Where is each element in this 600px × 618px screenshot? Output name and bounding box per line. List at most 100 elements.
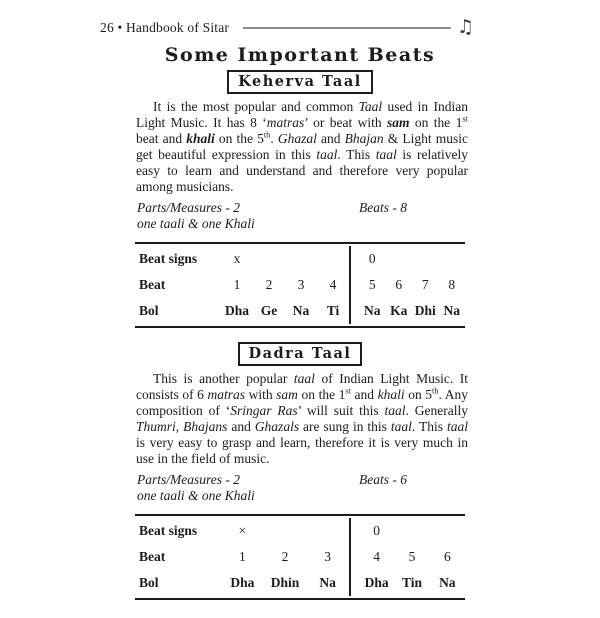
- row-label: Beat signs: [139, 523, 198, 538]
- text-segment: Sringar Ras: [230, 403, 298, 418]
- text-segment: taal: [293, 371, 315, 386]
- text-segment: is very easy to grasp and learn, therefo…: [136, 435, 468, 466]
- beat-table-dadra: Beat signs × 0 Beat 1 2 3 4 5 6 Bol Dha Dhin Na Dha Tin…: [135, 514, 465, 600]
- text-segment: taal: [390, 419, 412, 434]
- text-segment: It is the most popular and common: [153, 99, 359, 114]
- measures-note-keherva: one taali & one Khali: [137, 216, 255, 231]
- table-right-half: Na Ka Dhi Na: [351, 298, 465, 324]
- page-title: Some Important Beats: [164, 44, 436, 66]
- table-row: Beat signs × 0: [135, 518, 465, 544]
- text-segment: taal: [384, 403, 406, 418]
- section-heading-wrap: Keherva Taal: [0, 70, 600, 94]
- text-segment: taal: [447, 419, 469, 434]
- table-left-half: Dha Dhin Na: [221, 570, 351, 596]
- table-cell: Dha: [230, 575, 255, 590]
- section-heading-wrap: Dadra Taal: [0, 342, 600, 366]
- table-cell: Dha: [364, 575, 389, 590]
- table-left-half: 1 2 3 4: [221, 272, 351, 298]
- text-segment: th: [432, 386, 439, 396]
- paragraph-dadra: This is another popular taal of Indian L…: [136, 371, 468, 467]
- text-segment: st: [345, 386, 351, 396]
- text-segment: st: [462, 114, 468, 124]
- text-segment: sam: [276, 387, 298, 402]
- text-segment: beat and: [136, 131, 187, 146]
- table-cell: 1: [238, 549, 246, 564]
- text-segment: matras: [266, 115, 305, 130]
- text-segment: used in Indian Light Music. It has 8 ‘: [136, 99, 468, 130]
- table-cell: Na: [319, 575, 336, 590]
- table-cell: 4: [329, 277, 337, 292]
- beats-label: Beats - 6: [359, 472, 407, 487]
- table-cell: ×: [238, 523, 247, 538]
- table-row: Beat signs x 0: [135, 246, 465, 272]
- table-cell: 3: [297, 277, 305, 292]
- table-cell: Na: [443, 303, 461, 318]
- text-segment: taal: [375, 147, 397, 162]
- table-cell: x: [233, 251, 241, 266]
- text-segment: on the 1: [409, 115, 463, 130]
- table-cell: Tin: [401, 575, 422, 590]
- parts-measures-label: Parts/Measures - 2: [137, 200, 240, 215]
- text-segment: This is another popular: [153, 371, 294, 386]
- text-segment: on the 5: [214, 131, 264, 146]
- table-cell: 7: [421, 277, 429, 292]
- table-right-half: 0: [351, 246, 465, 272]
- row-label: Beat: [139, 549, 166, 564]
- table-right-half: 4 5 6: [351, 544, 465, 570]
- text-segment: on 5: [404, 387, 433, 402]
- table-right-half: 0: [351, 518, 465, 544]
- text-segment: ’ or beat with: [304, 115, 388, 130]
- table-cell: 8: [448, 277, 456, 292]
- text-segment: Thumri: [136, 419, 176, 434]
- measures-line-dadra: Parts/Measures - 2 Beats - 6: [137, 472, 600, 488]
- paragraph-keherva: It is the most popular and common Taal u…: [136, 99, 468, 195]
- measures-note-dadra: one taali & one Khali: [137, 488, 255, 503]
- table-left-half: Dha Ge Na Ti: [221, 298, 351, 324]
- text-segment: khali: [186, 131, 215, 146]
- table-row: Beat 1 2 3 4 5 6 7 8: [135, 272, 465, 298]
- text-segment: with: [245, 387, 277, 402]
- text-segment: taal: [316, 147, 338, 162]
- table-cell: 5: [408, 549, 416, 564]
- table-cell: 6: [395, 277, 403, 292]
- table-cell: 2: [265, 277, 273, 292]
- table-cell: Ka: [390, 303, 408, 318]
- taal-heading-keherva: Keherva Taal: [227, 70, 373, 94]
- beat-table-keherva: Beat signs x 0 Beat 1 2 3 4 5 6 7 8 Bol Dha Ge Na Ti Na Ka…: [135, 242, 465, 328]
- text-segment: sam: [387, 115, 410, 130]
- text-segment: . This: [337, 147, 376, 162]
- table-left-half: x: [221, 246, 351, 272]
- table-cell: Na: [364, 303, 381, 318]
- header-rule: [243, 27, 451, 29]
- row-label: Bol: [139, 303, 159, 318]
- text-segment: is relatively easy to learn and understa…: [136, 147, 468, 194]
- table-cell: 0: [368, 251, 376, 266]
- music-note-icon: ♫: [456, 16, 474, 38]
- table-row: Bol Dha Dhin Na Dha Tin Na: [135, 570, 465, 596]
- text-segment: on the 1: [297, 387, 346, 402]
- table-cell: 1: [233, 277, 241, 292]
- row-label: Beat: [139, 277, 166, 292]
- table-cell: Dhin: [270, 575, 300, 590]
- text-segment: Taal: [358, 99, 383, 114]
- text-segment: ’ will suit this: [297, 403, 385, 418]
- text-segment: Bhajan: [344, 131, 384, 146]
- table-cell: Na: [292, 303, 310, 318]
- text-segment: and: [316, 131, 345, 146]
- table-left-half: ×: [221, 518, 351, 544]
- row-label: Bol: [139, 575, 159, 590]
- text-segment: & Light music get beautiful expression i…: [136, 131, 469, 162]
- table-cell: Dha: [224, 303, 249, 318]
- text-segment: ,: [175, 419, 184, 434]
- table-right-half: 5 6 7 8: [351, 272, 465, 298]
- text-segment: matras: [207, 387, 245, 402]
- text-segment: and: [350, 387, 378, 402]
- table-cell: 5: [368, 277, 376, 292]
- running-header: 26 • Handbook of Sitar ♫: [100, 18, 474, 37]
- table-row: Bol Dha Ge Na Ti Na Ka Dhi Na: [135, 298, 465, 324]
- measures-line-keherva: Parts/Measures - 2 Beats - 8: [137, 200, 600, 216]
- table-cell: 2: [281, 549, 289, 564]
- taal-heading-dadra: Dadra Taal: [237, 342, 363, 366]
- text-segment: Bhajans: [183, 419, 228, 434]
- table-row: Beat 1 2 3 4 5 6: [135, 544, 465, 570]
